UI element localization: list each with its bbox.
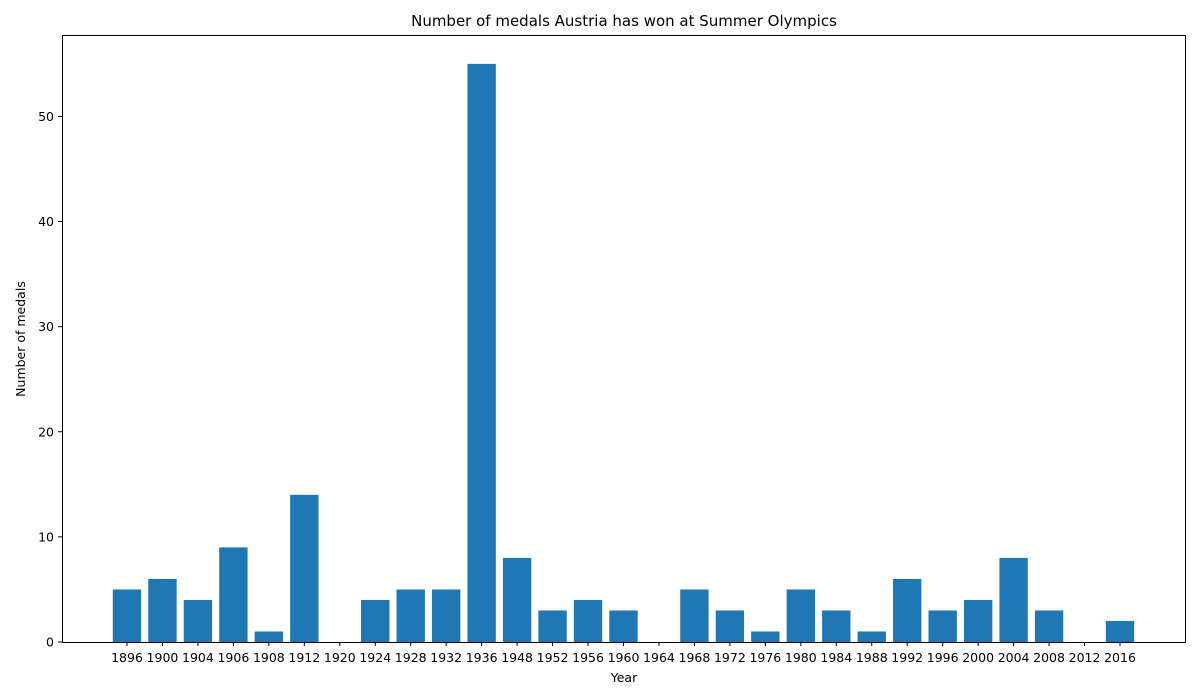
- y-tick-label: 50: [38, 109, 54, 124]
- x-tick-label: 1960: [608, 650, 640, 665]
- bar-1976: [751, 631, 780, 642]
- bar-1908: [254, 631, 284, 642]
- bar-1992: [893, 578, 922, 642]
- bar-1952: [538, 610, 567, 642]
- bar-1988: [857, 631, 886, 642]
- bar-1900: [148, 578, 177, 642]
- x-tick-label: 1928: [395, 650, 427, 665]
- x-tick-label: 2008: [1033, 650, 1065, 665]
- bar-1904: [183, 599, 213, 642]
- bar-1912: [290, 494, 319, 642]
- x-tick-label: 1924: [359, 650, 391, 665]
- x-tick-label: 1936: [466, 650, 498, 665]
- bar-1968: [680, 589, 709, 642]
- x-tick-label: 1906: [217, 650, 249, 665]
- bar-2004: [999, 557, 1028, 642]
- bar-1996: [928, 610, 957, 642]
- x-tick-label: 1912: [288, 650, 320, 665]
- x-axis-ticks: 1896 1900 1904 1906 1908 1912 1920 1924 1928 1932…: [111, 642, 1136, 665]
- bar-1924: [361, 599, 390, 642]
- bar-2008: [1034, 610, 1064, 642]
- bar-1972: [715, 610, 745, 642]
- x-tick-label: 2012: [1069, 650, 1101, 665]
- x-tick-label: 1956: [572, 650, 604, 665]
- x-tick-label: 1968: [679, 650, 711, 665]
- bar-1932: [431, 589, 461, 642]
- x-tick-label: 1932: [430, 650, 462, 665]
- y-tick-label: 10: [38, 529, 54, 544]
- bar-1984: [822, 610, 851, 642]
- bar-1960: [609, 610, 638, 642]
- x-tick-label: 2004: [998, 650, 1030, 665]
- x-tick-label: 1904: [182, 650, 214, 665]
- bar-2000: [963, 599, 993, 642]
- bar-1896: [112, 589, 142, 642]
- x-tick-label: 2000: [962, 650, 994, 665]
- bar-1980: [786, 589, 816, 642]
- bar-1956: [573, 599, 603, 642]
- x-tick-label: 1980: [785, 650, 817, 665]
- x-tick-label: 1996: [927, 650, 959, 665]
- x-tick-label: 1900: [147, 650, 179, 665]
- x-tick-label: 1972: [714, 650, 746, 665]
- y-tick-label: 30: [38, 319, 54, 334]
- x-tick-label: 1984: [820, 650, 852, 665]
- plot-area-frame: [62, 35, 1186, 643]
- x-tick-label: 1952: [537, 650, 569, 665]
- x-tick-label: 2016: [1104, 650, 1136, 665]
- y-axis-label: Number of medals: [13, 281, 28, 397]
- x-axis-label: Year: [610, 670, 638, 685]
- x-tick-label: 1988: [856, 650, 888, 665]
- x-tick-label: 1964: [643, 650, 675, 665]
- bar-2016: [1105, 620, 1135, 642]
- x-tick-label: 1992: [891, 650, 923, 665]
- bars-group: [112, 63, 1135, 642]
- bar-1948: [502, 557, 532, 642]
- y-tick-label: 20: [38, 424, 54, 439]
- y-tick-label: 0: [46, 635, 54, 650]
- bar-1928: [396, 589, 425, 642]
- x-tick-label: 1948: [501, 650, 533, 665]
- y-tick-label: 40: [38, 214, 54, 229]
- x-tick-label: 1920: [324, 650, 356, 665]
- y-axis-ticks: 0 10 20 30 40 50: [38, 109, 62, 650]
- bar-1906: [219, 547, 248, 642]
- x-tick-label: 1896: [111, 650, 143, 665]
- x-tick-label: 1976: [749, 650, 781, 665]
- chart-title: Number of medals Austria has won at Summ…: [411, 12, 837, 30]
- x-tick-label: 1908: [253, 650, 285, 665]
- bar-1936: [467, 63, 496, 642]
